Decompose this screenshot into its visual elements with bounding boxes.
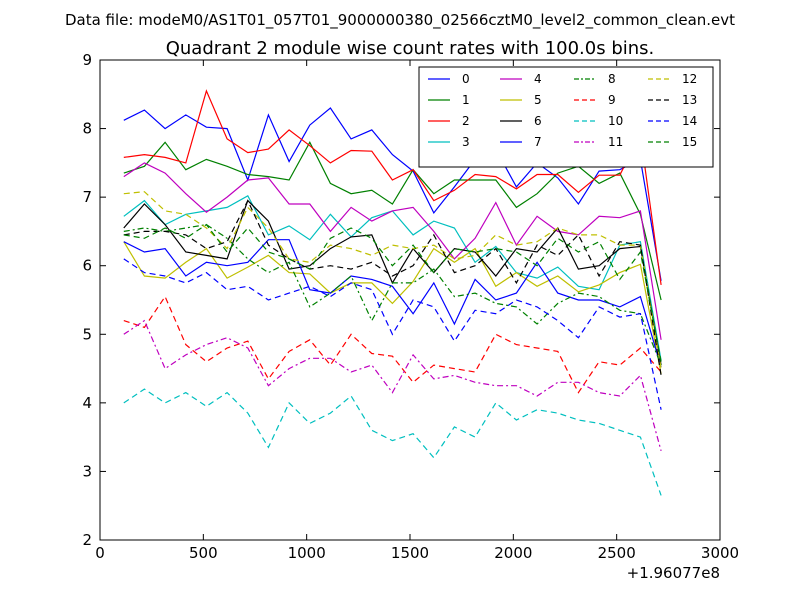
legend-label-7: 7 <box>534 135 542 149</box>
series-line-7 <box>123 239 662 368</box>
y-tick-label: 8 <box>82 120 92 138</box>
y-tick-label: 3 <box>82 462 92 480</box>
series-line-2 <box>123 89 662 285</box>
legend-label-10: 10 <box>608 114 623 128</box>
y-tick-label: 7 <box>82 188 92 206</box>
series-line-15 <box>123 223 662 362</box>
legend-label-6: 6 <box>534 114 542 128</box>
series-line-5 <box>123 241 662 375</box>
x-tick-label: 1000 <box>288 544 326 562</box>
y-tick-label: 2 <box>82 531 92 549</box>
x-tick-label: 1500 <box>391 544 429 562</box>
legend-box <box>418 66 714 168</box>
x-offset-label: +1.96077e8 <box>627 564 720 582</box>
series-line-9 <box>123 295 662 394</box>
series-line-14 <box>123 258 662 410</box>
series-line-11 <box>123 319 662 452</box>
y-tick-label: 6 <box>82 257 92 275</box>
plot-area <box>123 89 662 496</box>
x-tick-label: 500 <box>189 544 218 562</box>
legend-label-0: 0 <box>462 72 470 86</box>
axes: 0 500 1000 1500 2000 2500 3000 2 3 4 5 6 7 8 9 <box>82 51 739 562</box>
legend-label-5: 5 <box>534 93 542 107</box>
series-line-8 <box>123 223 662 366</box>
chart-title: Quadrant 2 module wise count rates with … <box>166 38 655 59</box>
y-tick-label: 4 <box>82 394 92 412</box>
series-line-3 <box>123 194 662 361</box>
legend-label-2: 2 <box>462 114 470 128</box>
legend-label-12: 12 <box>682 72 697 86</box>
legend-label-1: 1 <box>462 93 470 107</box>
legend-label-3: 3 <box>462 135 470 149</box>
legend-label-15: 15 <box>682 135 697 149</box>
series-line-0 <box>123 107 662 281</box>
series-line-10 <box>123 388 662 496</box>
legend-label-4: 4 <box>534 72 542 86</box>
legend-label-13: 13 <box>682 93 697 107</box>
x-tick-label: 0 <box>95 544 105 562</box>
x-tick-label: 2500 <box>598 544 636 562</box>
series-line-13 <box>123 199 662 376</box>
y-tick-label: 5 <box>82 325 92 343</box>
datafile-label: Data file: modeM0/AS1T01_057T01_90000003… <box>65 11 735 30</box>
x-tick-label: 3000 <box>701 544 739 562</box>
series-line-4 <box>123 162 662 340</box>
series-line-1 <box>123 141 662 301</box>
legend-label-11: 11 <box>608 135 623 149</box>
y-tick-label: 9 <box>82 51 92 69</box>
x-tick-label: 2000 <box>494 544 532 562</box>
series-line-12 <box>123 191 662 369</box>
legend-label-8: 8 <box>608 72 616 86</box>
legend-label-9: 9 <box>608 93 616 107</box>
legend-label-14: 14 <box>682 114 697 128</box>
